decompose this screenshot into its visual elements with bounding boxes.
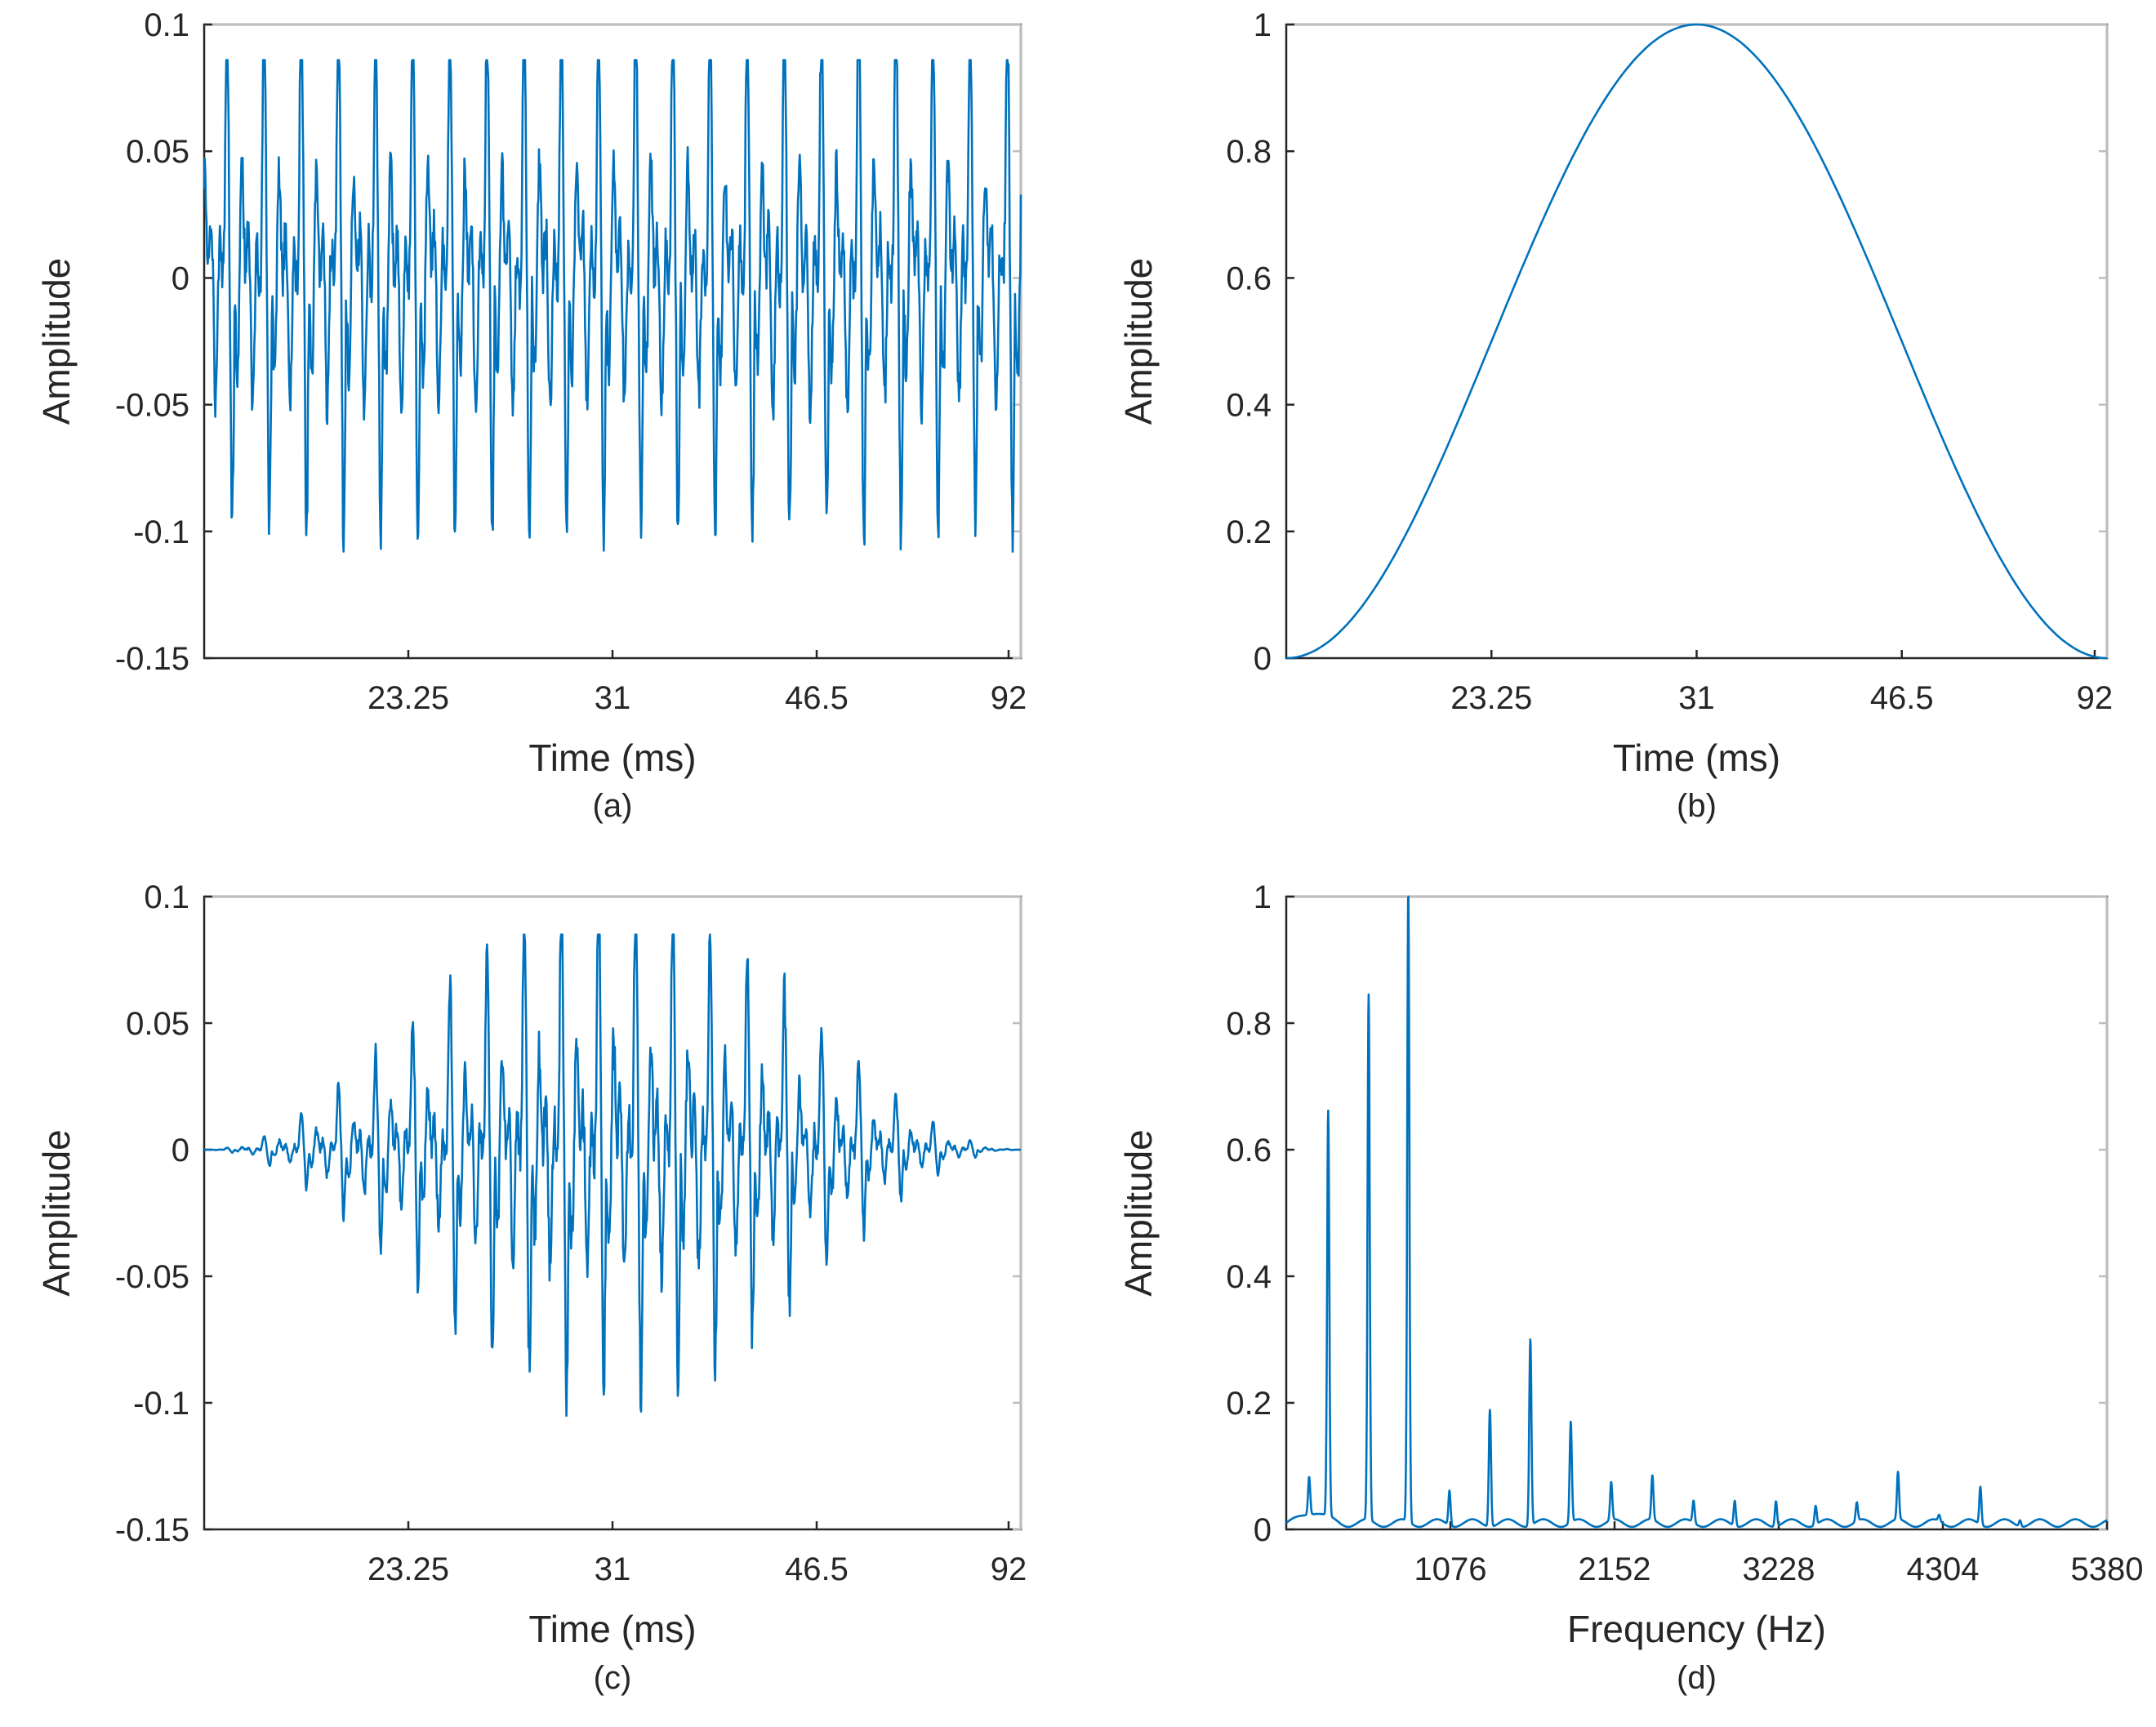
y-axis-label: Amplitude [35,1129,78,1297]
x-tick-label: 92 [991,680,1027,716]
x-axis-label: Time (ms) [1613,737,1780,779]
x-tick-label: 23.25 [368,1551,449,1587]
x-tick-label: 4304 [1907,1551,1980,1587]
y-tick-label: 1 [1254,879,1272,915]
y-tick-label: -0.15 [115,641,189,677]
panel-b: 1 0.8 0.6 0.4 0.2 0 23.25 31 46.5 92 Time (ms) Ampl… [1117,7,2113,824]
y-tick-label: 0 [172,260,189,296]
y-tick-label: 0.1 [144,879,189,915]
x-tick-label: 23.25 [368,680,449,716]
x-tick-label: 5380 [2071,1551,2144,1587]
y-tick-label: 0 [1254,641,1272,677]
x-tick-label: 23.25 [1450,680,1532,716]
panel-d: 1 0.8 0.6 0.4 0.2 0 1076 2152 3228 4304 5380 Freque… [1117,879,2143,1696]
y-tick-label: 0.4 [1226,388,1272,424]
x-tick-label: 31 [1678,680,1715,716]
plot-area [1285,895,2109,1531]
y-tick-label: 1 [1254,7,1272,43]
y-axis-label: Amplitude [1117,258,1160,425]
x-axis-label: Time (ms) [528,1608,696,1650]
y-tick-label: 0 [1254,1512,1272,1548]
y-tick-label: -0.1 [133,1386,189,1422]
plot-area [203,895,1022,1531]
series-line [1286,23,2107,660]
panel-c: 0.1 0.05 0 -0.05 -0.1 -0.15 23.25 31 46.5 92 Time … [35,879,1027,1696]
x-tick-label: 46.5 [1870,680,1934,716]
series-line [203,933,1022,1418]
x-tick-label: 46.5 [785,1551,849,1587]
x-tick-label: 3228 [1743,1551,1815,1587]
plot-area [1285,23,2109,660]
y-tick-label: 0.2 [1226,514,1272,550]
x-axis-label: Frequency (Hz) [1567,1608,1826,1650]
panel-caption: (c) [594,1660,632,1696]
y-tick-label: 0.1 [144,7,189,43]
x-tick-label: 2152 [1579,1551,1651,1587]
panel-caption: (d) [1677,1660,1717,1696]
x-tick-label: 46.5 [785,680,849,716]
series-line [203,59,1022,553]
y-tick-label: -0.1 [133,514,189,550]
y-tick-label: -0.05 [115,1259,189,1295]
y-tick-label: 0.6 [1226,1133,1272,1168]
y-axis-label: Amplitude [1117,1129,1160,1297]
y-tick-label: 0 [172,1133,189,1168]
y-tick-label: 0.05 [126,1006,189,1042]
y-tick-label: 0.05 [126,134,189,170]
y-tick-label: 0.4 [1226,1259,1272,1295]
y-tick-label: 0.8 [1226,134,1272,170]
x-tick-label: 31 [595,680,631,716]
y-axis-label: Amplitude [35,258,78,425]
y-tick-label: -0.15 [115,1512,189,1548]
y-tick-label: -0.05 [115,388,189,424]
panel-a: 0.1 0.05 0 -0.05 -0.1 -0.15 23.25 31 46.5 92 Time … [35,7,1027,824]
y-tick-label: 0.2 [1226,1386,1272,1422]
y-tick-label: 0.8 [1226,1006,1272,1042]
x-axis-label: Time (ms) [528,737,696,779]
x-tick-label: 92 [2077,680,2114,716]
x-tick-label: 92 [991,1551,1027,1587]
x-tick-label: 31 [595,1551,631,1587]
series-line [1285,895,2108,1529]
x-tick-label: 1076 [1414,1551,1487,1587]
y-tick-label: 0.6 [1226,260,1272,296]
panel-caption: (a) [593,788,633,824]
panel-caption: (b) [1677,788,1717,824]
